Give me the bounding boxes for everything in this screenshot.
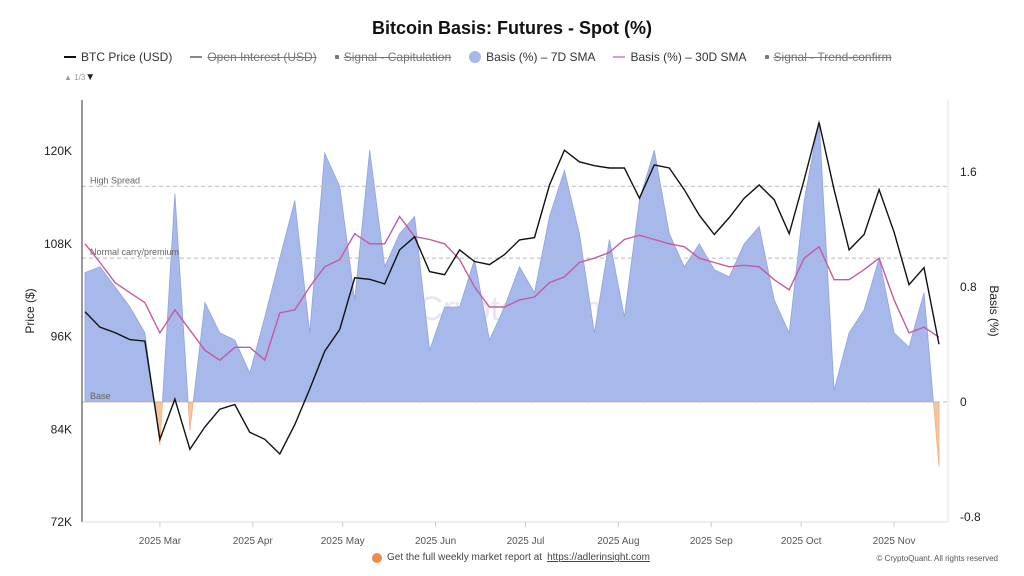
x-tick-label: 2025 May <box>321 536 365 547</box>
right-tick-label: 0 <box>960 395 967 409</box>
x-tick-label: 2025 Jun <box>415 536 456 547</box>
left-tick-label: 120K <box>44 144 72 158</box>
x-tick-label: 2025 Oct <box>781 536 822 547</box>
legend-item[interactable]: Open Interest (USD) <box>190 50 317 64</box>
legend-label: Signal - Trend-confirm <box>773 50 892 64</box>
legend-pager[interactable]: ▲ 1/3▼ <box>64 72 96 83</box>
legend-marker-icon <box>469 51 482 63</box>
legend-label: Signal - Capitulation <box>343 50 452 64</box>
legend-marker-icon <box>613 56 626 58</box>
right-tick-label: 1.6 <box>960 165 977 179</box>
pager-next-icon[interactable]: ▼ <box>85 72 96 83</box>
legend-item[interactable]: BTC Price (USD) <box>64 50 172 64</box>
btc-price-line <box>84 122 940 456</box>
x-tick-label: 2025 Jul <box>507 536 545 547</box>
pager-text: 1/3 <box>74 73 86 82</box>
legend-label: BTC Price (USD) <box>81 50 173 64</box>
left-tick-label: 96K <box>51 330 72 344</box>
legend-item[interactable]: Basis (%) – 30D SMA <box>613 50 747 64</box>
x-tick-label: 2025 Aug <box>597 536 639 547</box>
x-tick-label: 2025 Apr <box>233 536 274 547</box>
chart-title: Bitcoin Basis: Futures - Spot (%) <box>371 18 652 38</box>
legend-marker-icon <box>334 55 339 59</box>
copyright: © CryptoQuant. All rights reserved <box>876 554 999 563</box>
basis-7d-area-positive <box>84 120 940 402</box>
legend-item[interactable]: Signal - Trend-confirm <box>764 50 892 64</box>
legend-label: Open Interest (USD) <box>207 50 317 64</box>
left-axis-title: Price ($) <box>23 288 37 333</box>
basis-30d-line <box>84 215 940 362</box>
legend-marker-icon <box>190 56 203 58</box>
right-tick-label: -0.8 <box>960 510 981 524</box>
legend-marker-icon <box>64 56 76 58</box>
right-axis-title: Basis (%) <box>987 285 1001 336</box>
reference-label: High Spread <box>90 175 140 185</box>
legend-label: Basis (%) – 7D SMA <box>486 50 596 64</box>
left-tick-label: 108K <box>44 237 72 251</box>
x-tick-label: 2025 Mar <box>139 536 182 547</box>
legend-item[interactable]: Signal - Capitulation <box>334 50 452 64</box>
legend: BTC Price (USD) Open Interest (USD) Signal… <box>64 50 892 64</box>
legend-item[interactable]: Basis (%) – 7D SMA <box>469 50 595 64</box>
footer: Get the full weekly market report at htt… <box>372 552 650 563</box>
x-tick-label: 2025 Sep <box>690 536 733 547</box>
reference-label: Base <box>90 391 111 401</box>
legend-marker-icon <box>764 55 769 59</box>
left-tick-label: 72K <box>51 515 72 529</box>
legend-label: Basis (%) – 30D SMA <box>630 50 747 64</box>
footer-link[interactable]: https://adlerinsight.com <box>547 552 650 563</box>
reference-label: Normal carry/premium <box>90 247 179 257</box>
footer-text: Get the full weekly market report at <box>387 552 543 563</box>
right-tick-label: 0.8 <box>960 280 977 294</box>
report-dot-icon <box>372 552 382 563</box>
left-tick-label: 84K <box>51 422 72 436</box>
x-tick-label: 2025 Nov <box>873 536 916 547</box>
